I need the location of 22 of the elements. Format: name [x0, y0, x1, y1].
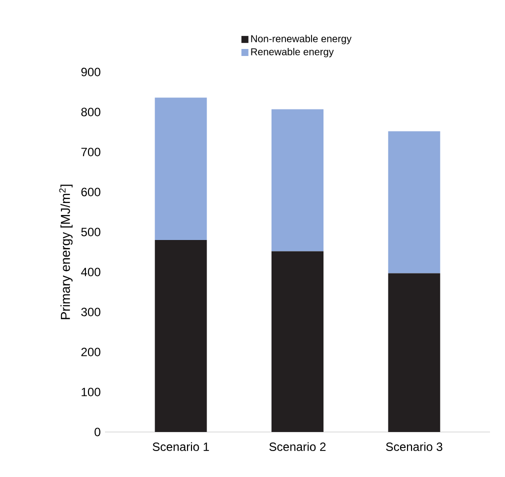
y-tick-label: 300 [81, 308, 100, 316]
bar [154, 98, 207, 240]
legend-label: Non-renewable energy [251, 34, 352, 44]
bar [272, 109, 324, 252]
y-tick-label: 200 [81, 348, 100, 356]
y-axis-title: Primary energy [MJ/m$^{2}$] [59, 184, 73, 320]
y-tick-label: 100 [82, 388, 100, 396]
x-tick-label: Scenario 2 [269, 442, 326, 452]
y-tick-label: 400 [81, 268, 100, 276]
x-tick-label: Scenario 1 [152, 442, 209, 452]
y-tick-label: 500 [81, 228, 100, 236]
y-tick-label: 600 [81, 188, 100, 196]
y-tick-label: 900 [81, 68, 100, 76]
bar [272, 251, 324, 432]
y-tick-label: 800 [81, 108, 100, 116]
y-tick-label: 0 [94, 428, 100, 436]
bar [388, 131, 440, 274]
legend-label: Renewable energy [251, 48, 334, 58]
bar [388, 273, 440, 432]
x-tick-label: Scenario 3 [386, 442, 442, 452]
y-tick-label: 700 [81, 148, 100, 156]
bar [154, 240, 207, 432]
